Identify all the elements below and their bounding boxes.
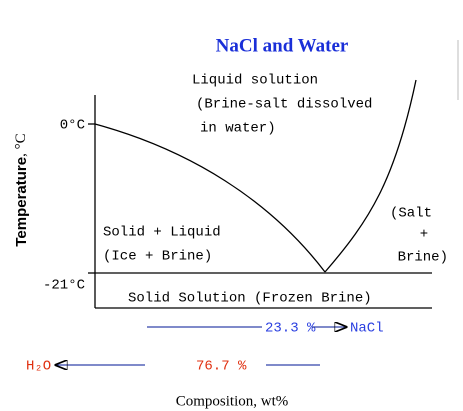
water-value: 76.7 % <box>196 359 247 375</box>
water-label: H₂O <box>26 359 51 375</box>
nacl-value: 23.3 % <box>265 321 316 337</box>
nacl-label: NaCl <box>350 321 384 337</box>
tick-label: 0°C <box>60 118 85 134</box>
x-axis-label: Composition, wt% <box>176 393 289 409</box>
y-label: Temperature <box>13 157 30 247</box>
region-label: Solid + Liquid <box>103 225 221 241</box>
region-label: (Brine-salt dissolved <box>196 97 372 113</box>
region-label: Brine) <box>398 250 448 266</box>
region-label: Solid Solution (Frozen Brine) <box>128 291 372 307</box>
y-axis-label: Temperature, °C <box>13 133 30 246</box>
region-label: (Ice + Brine) <box>103 249 212 265</box>
ice-curve <box>94 123 326 273</box>
title: NaCl and Water <box>216 35 349 56</box>
region-label: in water) <box>200 121 276 137</box>
region-label: (Salt <box>390 206 432 222</box>
salt-curve <box>324 79 417 273</box>
y-unit: , °C <box>13 133 29 157</box>
tick-label: -21°C <box>43 278 85 294</box>
region-label: + <box>420 227 428 243</box>
region-label: Liquid solution <box>192 73 318 89</box>
